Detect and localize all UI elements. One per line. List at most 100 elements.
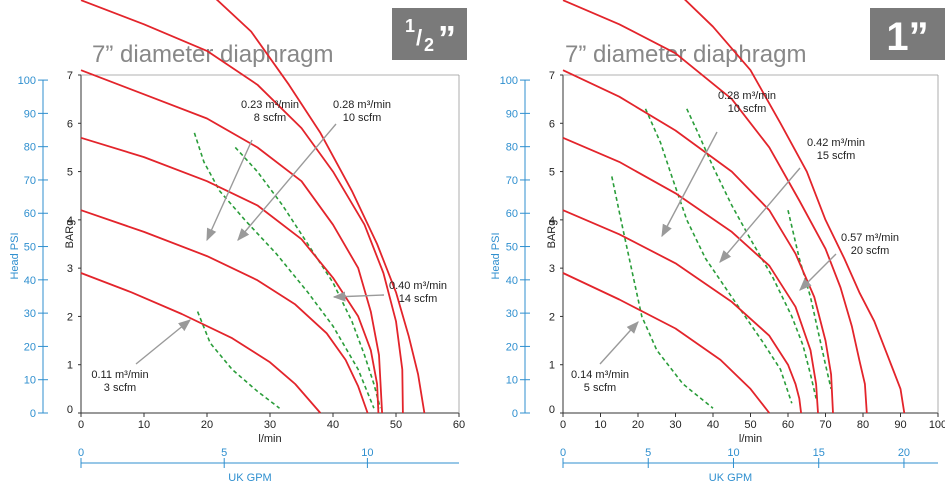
x-tick-label: 0	[560, 419, 566, 431]
gpm-tick-label: 0	[78, 447, 84, 459]
psi-tick-label: 60	[24, 208, 36, 220]
psi-tick-label: 40	[506, 275, 518, 287]
gpm-tick-label: 10	[727, 447, 739, 459]
annotation-air-flow: 0.42 m³/min	[807, 137, 865, 149]
psi-tick-label: 70	[24, 175, 36, 187]
annotation-air-flow: 0.14 m³/min	[571, 369, 629, 381]
x-tick-label: 50	[744, 419, 756, 431]
y-tick-label: 3	[549, 263, 555, 275]
size-badge-inch-mark: ”	[438, 18, 456, 59]
annotation-scfm: 10 scfm	[343, 112, 382, 124]
gpm-tick-label: 10	[361, 447, 373, 459]
x-tick-label: 60	[782, 419, 794, 431]
annotation-air-flow: 0.23 m³/min	[241, 99, 299, 111]
x-axis-title: l/min	[739, 433, 762, 445]
psi-tick-label: 60	[506, 208, 518, 220]
y-tick-label: 7	[67, 70, 73, 82]
psi-tick-label: 20	[506, 341, 518, 353]
performance-curve-2	[562, 209, 802, 414]
size-badge-label: 1”	[886, 15, 928, 59]
gpm-tick-label: 5	[645, 447, 651, 459]
x-tick-label: 80	[857, 419, 869, 431]
x-tick-label: 30	[264, 419, 276, 431]
psi-tick-label: 70	[506, 175, 518, 187]
x-tick-label: 10	[138, 419, 150, 431]
annotation-air-flow: 0.28 m³/min	[333, 99, 391, 111]
psi-tick-label: 90	[24, 108, 36, 120]
x-tick-label: 100	[929, 419, 945, 431]
psi-axis-title: Head PSI	[490, 232, 502, 279]
psi-tick-label: 0	[30, 408, 36, 420]
size-badge-slash: /	[416, 25, 422, 50]
gpm-tick-label: 0	[560, 447, 566, 459]
gpm-axis-title: UK GPM	[228, 472, 271, 484]
y-axis-title: BARg	[546, 220, 558, 249]
performance-curve-2	[80, 209, 369, 414]
y-tick-label: 4	[549, 215, 555, 227]
psi-tick-label: 20	[24, 341, 36, 353]
annotation-scfm: 10 scfm	[728, 103, 767, 115]
psi-tick-label: 80	[506, 142, 518, 154]
x-tick-label: 60	[453, 419, 465, 431]
performance-curve-4	[562, 69, 834, 414]
psi-tick-label: 30	[24, 308, 36, 320]
performance-curve-1	[562, 272, 771, 414]
y-tick-label: 0	[549, 404, 555, 416]
performance-curve-5	[80, 0, 404, 414]
annotation-arrow	[599, 321, 639, 365]
annotation-air-flow: 0.11 m³/min	[91, 369, 148, 381]
annotation-arrow	[332, 291, 385, 302]
chart-panel-2: 7” diameter diaphragm 1”0 10 20 30 40 50 60 70 80…	[490, 0, 945, 484]
y-tick-label: 2	[67, 311, 73, 323]
air-consumption-line-4	[787, 210, 832, 390]
size-badge-denominator: 2	[424, 35, 434, 55]
annotation-arrow	[799, 253, 837, 291]
annotation-arrow	[237, 123, 337, 241]
y-tick-label: 2	[549, 311, 555, 323]
annotation-scfm: 3 scfm	[104, 382, 136, 394]
x-tick-label: 20	[632, 419, 644, 431]
x-axis-title: l/min	[258, 433, 281, 445]
performance-curve-6	[215, 0, 426, 414]
gpm-axis-title: UK GPM	[709, 472, 752, 484]
x-tick-label: 20	[201, 419, 213, 431]
annotation-arrow	[661, 131, 718, 238]
y-tick-label: 5	[67, 167, 73, 179]
y-tick-label: 7	[549, 70, 555, 82]
gpm-tick-label: 5	[221, 447, 227, 459]
annotation-scfm: 5 scfm	[584, 382, 616, 394]
size-badge	[870, 8, 945, 60]
size-badge	[392, 8, 467, 60]
performance-curve-4	[80, 69, 383, 414]
x-tick-label: 10	[594, 419, 606, 431]
x-tick-label: 70	[819, 419, 831, 431]
annotation-arrow	[719, 167, 801, 263]
psi-tick-label: 0	[512, 408, 518, 420]
chart-title: 7” diameter diaphragm	[565, 41, 806, 68]
psi-tick-label: 30	[506, 308, 518, 320]
annotation-arrow	[206, 139, 253, 242]
air-consumption-line-1	[196, 311, 280, 409]
x-tick-label: 40	[327, 419, 339, 431]
x-tick-label: 90	[894, 419, 906, 431]
psi-tick-label: 10	[24, 375, 36, 387]
air-consumption-line-1	[611, 176, 714, 409]
annotation-scfm: 15 scfm	[817, 150, 856, 162]
air-consumption-line-3	[234, 146, 382, 409]
psi-tick-label: 50	[24, 242, 36, 254]
air-consumption-line-2	[644, 108, 793, 404]
y-tick-label: 4	[67, 215, 73, 227]
y-tick-label: 5	[549, 167, 555, 179]
psi-tick-label: 10	[506, 375, 518, 387]
annotation-arrow	[135, 319, 191, 365]
y-tick-label: 6	[67, 118, 73, 130]
annotation-scfm: 14 scfm	[399, 293, 438, 305]
x-tick-label: 40	[707, 419, 719, 431]
air-consumption-line-3	[686, 108, 817, 399]
performance-curve-1	[80, 272, 322, 414]
air-consumption-line-2	[193, 132, 375, 409]
annotation-scfm: 8 scfm	[254, 112, 286, 124]
psi-tick-label: 100	[18, 75, 36, 87]
